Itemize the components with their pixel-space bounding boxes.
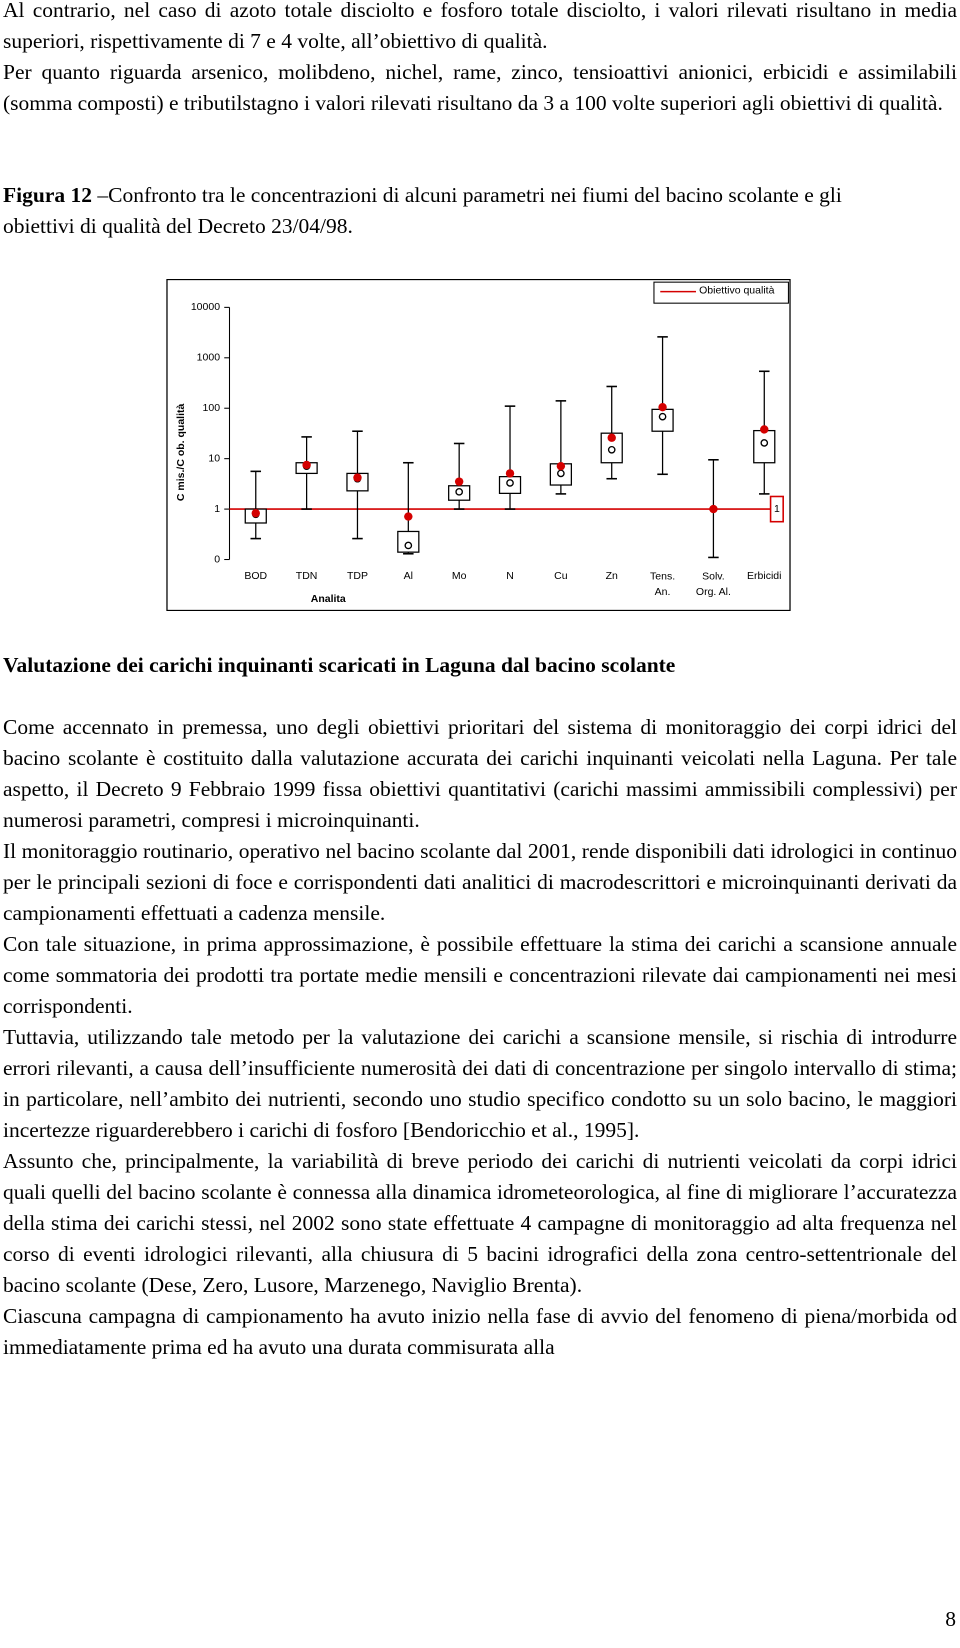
paragraph: Tuttavia, utilizzando tale metodo per la… [3, 1025, 957, 1142]
mean-marker [404, 512, 413, 521]
mean-marker [454, 477, 464, 486]
mean-marker [607, 433, 616, 442]
paragraph: Per quanto riguarda arsenico, molibdeno,… [3, 60, 957, 115]
mean-marker [353, 473, 362, 482]
x-tick-label: Zn [606, 570, 618, 582]
mean-marker [658, 402, 667, 412]
x-tick-label: Mo [452, 570, 467, 582]
top-text: Al contrario, nel caso di azoto totale d… [3, 0, 957, 119]
paragraph: Il monitoraggio routinario, operativo ne… [3, 839, 957, 925]
median-marker [455, 487, 464, 496]
median-marker [760, 439, 769, 447]
x-tick-label: TDN [296, 570, 318, 582]
figure-label: Figura 12 [3, 183, 92, 207]
paragraph: Assunto che, principalmente, la variabil… [3, 1149, 957, 1297]
x-axis-label: Analita [311, 593, 346, 605]
x-tick-label-line: Solv. [702, 570, 725, 582]
median-marker [506, 479, 514, 487]
x-tick-label: Solv. Org. Al. [696, 570, 731, 598]
page-number: 8 [945, 1607, 956, 1631]
y-tick-label: 100 [203, 402, 221, 414]
x-tick-label-line: An. [655, 586, 671, 598]
mean-marker [505, 469, 515, 478]
caption-text: –Confronto tra le concentrazioni di alcu… [3, 183, 842, 238]
mean-marker [251, 508, 260, 518]
annotation-box [769, 495, 784, 523]
x-tick-label-line: Org. Al. [696, 586, 731, 598]
x-tick-label: Tens. An. [650, 570, 675, 598]
x-tick-label: BOD [244, 570, 267, 582]
paragraph: Come accennato in premessa, uno degli ob… [3, 715, 957, 832]
chart-frame [166, 279, 791, 611]
mean-marker [302, 460, 311, 470]
x-tick-label-line: Tens. [650, 570, 675, 582]
mean-marker [556, 461, 566, 471]
y-tick-label: 1 [214, 503, 220, 515]
paragraph: Con tale situazione, in prima approssima… [3, 932, 957, 1018]
y-tick-label: 0 [214, 553, 220, 565]
median-marker [404, 541, 413, 550]
section-heading: Valutazione dei carichi inquinanti scari… [3, 653, 676, 677]
mean-marker [760, 425, 769, 434]
x-tick-label: Cu [554, 570, 568, 582]
x-tick-label: Erbicidi [747, 570, 781, 582]
median-marker [658, 412, 667, 421]
paragraph: Ciascuna campagna di campionamento ha av… [3, 1304, 957, 1359]
chart: C mis./C ob. qualità Analita 0 1 10 100 1000… [166, 279, 791, 611]
median-marker [607, 445, 616, 454]
mean-marker [709, 504, 718, 514]
y-tick-label: 10000 [191, 301, 220, 313]
figure-caption: Figura 12 –Confronto tra le concentrazio… [3, 180, 863, 242]
y-axis-label: C mis./C ob. qualità [175, 403, 187, 501]
x-tick-label: N [506, 570, 514, 582]
body-text: Come accennato in premessa, uno degli ob… [3, 712, 957, 1363]
annotation: 1 [774, 503, 780, 515]
legend-box [653, 281, 789, 304]
legend-label: Obiettivo qualità [699, 284, 774, 296]
median-marker [557, 469, 565, 478]
x-tick-label: TDP [347, 570, 368, 582]
y-tick-label: 1000 [197, 352, 221, 364]
y-tick-label: 10 [208, 452, 220, 464]
paragraph: Al contrario, nel caso di azoto totale d… [3, 0, 957, 53]
x-tick-label: Al [404, 570, 413, 582]
